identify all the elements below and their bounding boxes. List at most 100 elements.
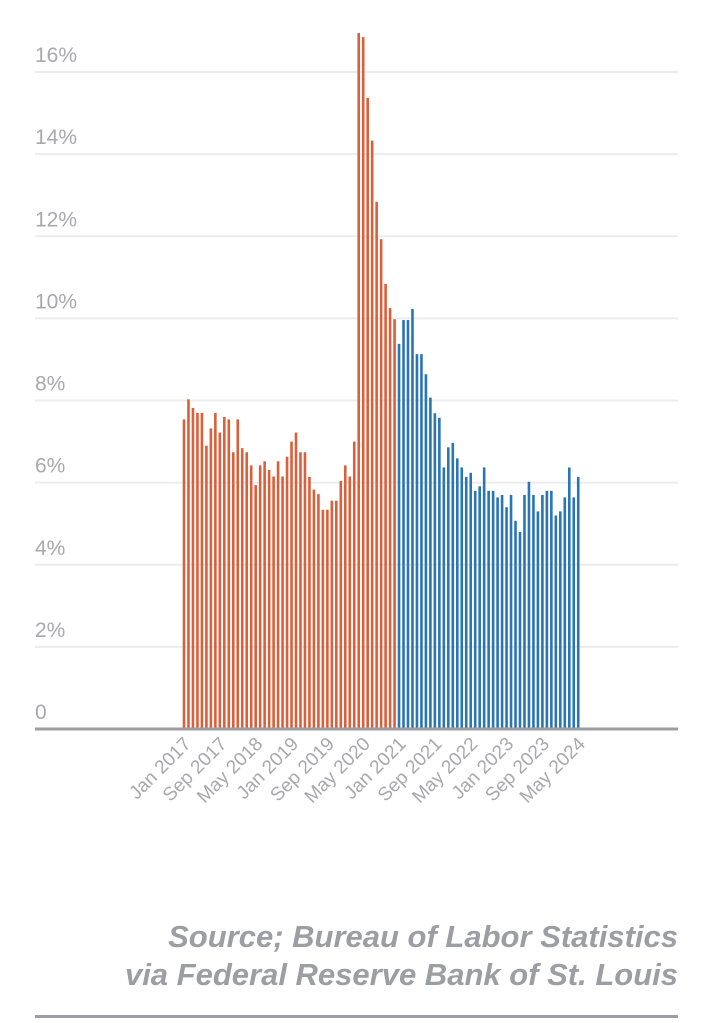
bar (290, 441, 293, 729)
bar (335, 500, 338, 729)
bar (272, 476, 275, 729)
bar (505, 507, 508, 729)
bar (406, 320, 410, 729)
bar (482, 467, 486, 729)
bar (343, 465, 347, 729)
bar (420, 354, 423, 729)
bar (187, 399, 190, 729)
bar (317, 494, 320, 729)
bar (308, 476, 311, 729)
bar (388, 308, 392, 729)
bar (460, 467, 464, 729)
bar (254, 485, 257, 729)
bar (464, 476, 468, 729)
bar (478, 486, 481, 729)
bar (433, 413, 437, 729)
bar (500, 494, 504, 729)
bar (330, 500, 334, 729)
bar (191, 407, 195, 729)
bar (321, 509, 325, 729)
bar (231, 452, 235, 729)
y-tick-label: 12% (35, 208, 77, 231)
y-tick-label: 8% (35, 373, 65, 396)
y-tick-label: 0 (35, 701, 47, 724)
bar (294, 432, 298, 729)
bar (523, 494, 526, 729)
bar (411, 308, 414, 729)
bar (209, 428, 213, 729)
bar (348, 476, 352, 729)
bar (245, 452, 249, 729)
bar (532, 494, 535, 729)
bar (554, 515, 558, 729)
bar (518, 531, 522, 729)
bars (182, 33, 580, 730)
bar (223, 416, 226, 729)
y-tick-label: 10% (35, 290, 77, 313)
bar (370, 140, 374, 729)
y-axis-labels: 0 2% 4% 6% 8% 10% 12% 14% 16% (35, 44, 77, 724)
source-line-1: Source; Bureau of Labor Statistics (168, 919, 678, 954)
bar (393, 319, 396, 729)
bar (514, 520, 517, 729)
bar (384, 283, 387, 729)
bar (299, 452, 302, 729)
bar (563, 497, 567, 729)
bar (258, 465, 262, 729)
y-tick-label: 4% (35, 537, 65, 560)
bar (326, 509, 329, 729)
bar (379, 239, 383, 729)
bar (205, 445, 208, 729)
bar (429, 397, 432, 729)
bar (424, 374, 428, 729)
source-note: Source; Bureau of Labor Statistics via F… (125, 918, 678, 994)
bar (545, 490, 549, 729)
bar (455, 458, 459, 729)
y-tick-label: 16% (35, 44, 77, 67)
bar (451, 442, 455, 729)
bar (236, 419, 240, 729)
bar (361, 37, 365, 730)
bar (550, 490, 553, 729)
bar (572, 497, 576, 729)
y-tick-label: 2% (35, 619, 65, 642)
bar (491, 490, 495, 729)
bar (473, 490, 477, 729)
bar (366, 97, 369, 730)
bar (509, 494, 513, 729)
bottom-rule (35, 1015, 678, 1018)
y-tick-label: 14% (35, 126, 77, 149)
bar (541, 494, 544, 729)
bar (249, 465, 253, 729)
bar (227, 419, 231, 729)
bar (312, 489, 316, 729)
bar (182, 419, 186, 729)
bar (438, 417, 441, 729)
bar (567, 467, 571, 729)
bar (527, 481, 531, 729)
bar (469, 472, 473, 729)
bar (402, 320, 405, 729)
bar (415, 354, 419, 729)
bar (487, 490, 490, 729)
bar (214, 412, 217, 729)
bar (559, 511, 562, 729)
bar (576, 476, 580, 729)
bar (200, 412, 204, 729)
bar (196, 412, 199, 729)
bar (281, 476, 284, 729)
bar (276, 461, 280, 729)
bar (352, 441, 356, 729)
y-tick-label: 6% (35, 455, 65, 478)
bar (285, 456, 289, 729)
bar (263, 461, 266, 729)
bar (447, 447, 450, 729)
bar (240, 448, 244, 729)
bar (303, 452, 307, 729)
bar (267, 469, 271, 729)
bar (375, 201, 378, 729)
source-line-2: via Federal Reserve Bank of St. Louis (124, 957, 678, 992)
bar (397, 343, 401, 729)
